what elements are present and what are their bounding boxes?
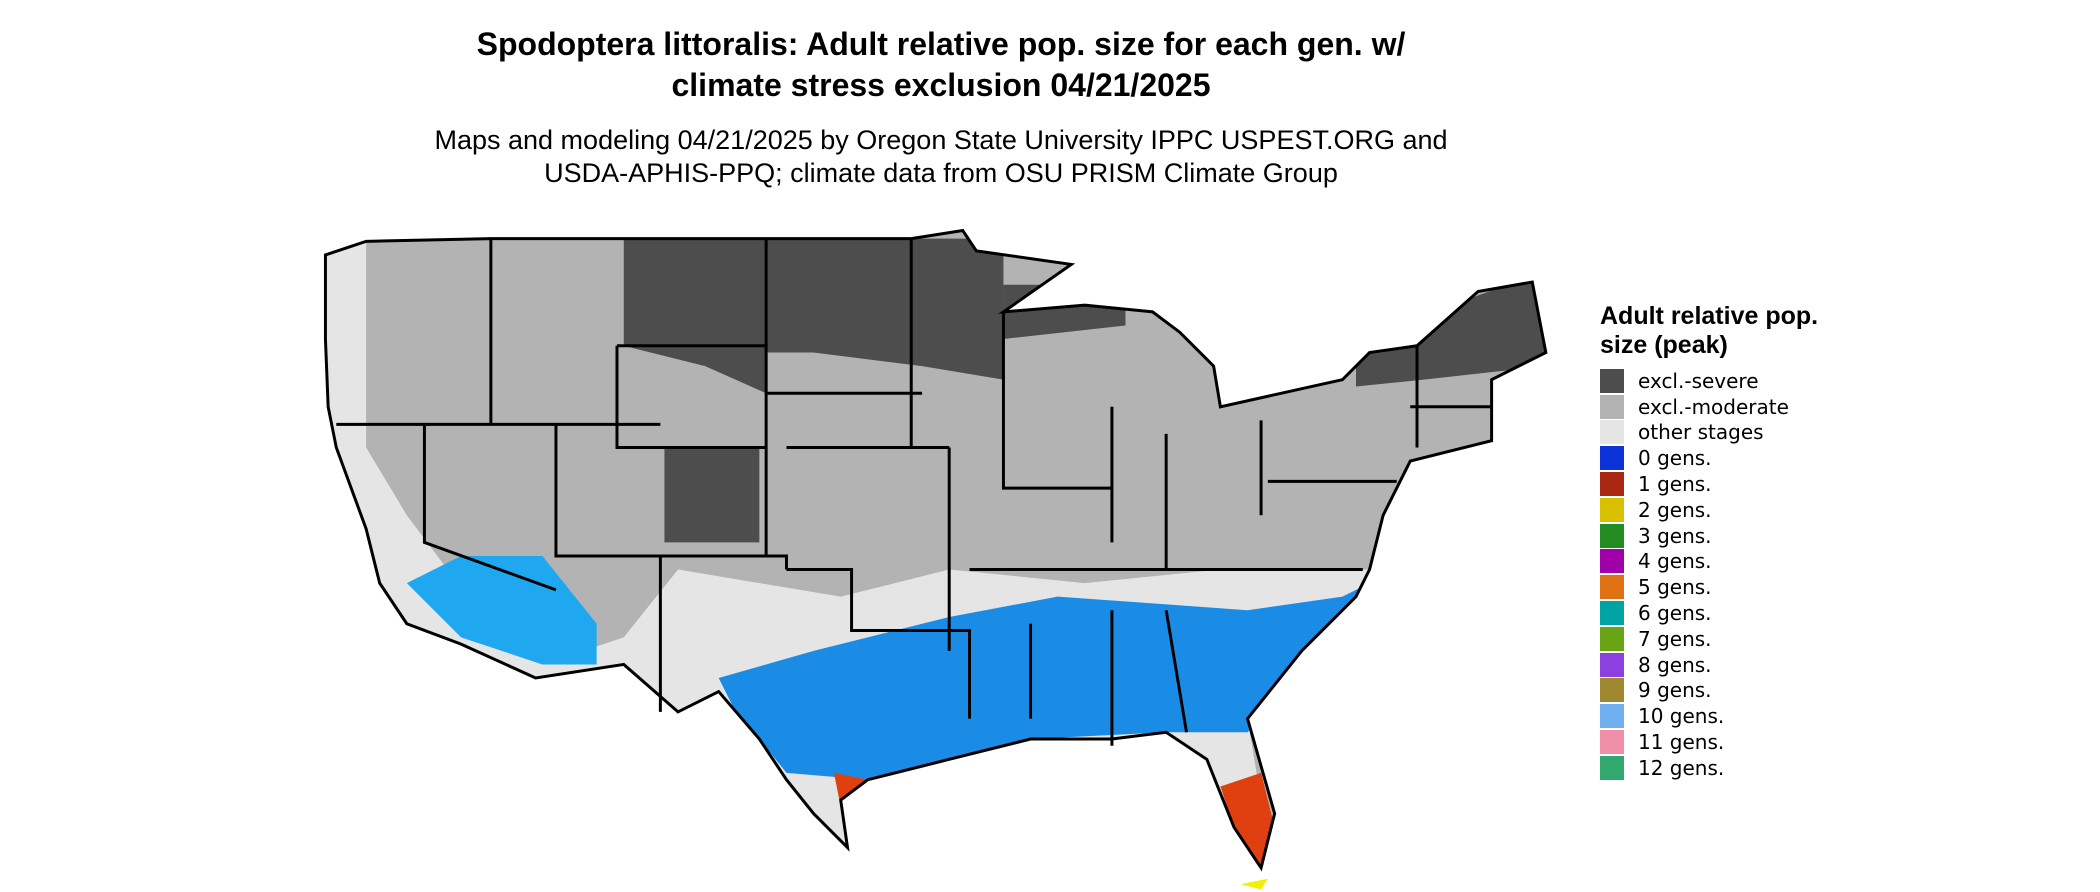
legend-items: excl.-severe excl.-moderate other stages 0 … [1600,368,1820,781]
legend-label: 9 gens. [1638,678,1712,703]
map-body [323,229,1548,890]
legend-item: 12 gens. [1600,755,1820,781]
legend-swatch [1600,626,1624,651]
legend-label: 5 gens. [1638,575,1712,600]
legend-swatch [1600,704,1624,729]
keys [1240,878,1268,890]
map-subtitle: Maps and modeling 04/21/2025 by Oregon S… [434,125,1448,188]
legend-label: other stages [1638,420,1764,445]
legend: Adult relative pop. size (peak) excl.-se… [1600,302,1820,781]
legend-label: 4 gens. [1638,549,1712,574]
legend-label: 10 gens. [1638,704,1725,729]
legend-swatch [1600,420,1624,445]
region-severe [623,238,1004,394]
legend-swatch [1600,678,1624,703]
legend-item: 5 gens. [1600,574,1820,600]
legend-swatch [1600,523,1624,548]
legend-swatch [1600,549,1624,574]
legend-item: 4 gens. [1600,549,1820,575]
legend-item: excl.-severe [1600,368,1820,394]
legend-label: 6 gens. [1638,601,1712,626]
legend-swatch [1600,575,1624,600]
map-title: Spodoptera littoralis: Adult relative po… [476,26,1406,103]
legend-label: excl.-severe [1638,368,1759,393]
legend-title: Adult relative pop. size (peak) [1600,302,1819,359]
legend-item: excl.-moderate [1600,394,1820,420]
legend-label: excl.-moderate [1638,394,1789,419]
legend-label: 11 gens. [1638,730,1725,755]
legend-label: 2 gens. [1638,497,1712,522]
legend-swatch [1600,652,1624,677]
legend-label: 3 gens. [1638,523,1712,548]
legend-item: 11 gens. [1600,729,1820,755]
legend-item: 9 gens. [1600,678,1820,704]
legend-item: 1 gens. [1600,471,1820,497]
legend-label: 8 gens. [1638,652,1712,677]
legend-item: 0 gens. [1600,445,1820,471]
legend-item: 3 gens. [1600,523,1820,549]
legend-item: 6 gens. [1600,600,1820,626]
region-0-gens [406,555,597,665]
state-lines [323,229,1548,870]
legend-label: 12 gens. [1638,755,1725,780]
legend-item: 7 gens. [1600,626,1820,652]
legend-label: 1 gens. [1638,472,1712,497]
region-0-gens [718,583,1370,780]
legend-item: 10 gens. [1600,703,1820,729]
legend-item: 2 gens. [1600,497,1820,523]
legend-swatch [1600,394,1624,419]
legend-label: 0 gens. [1638,446,1712,471]
legend-swatch [1600,730,1624,755]
legend-swatch [1600,446,1624,471]
legend-swatch [1600,472,1624,497]
region-severe [664,447,760,543]
legend-item: 8 gens. [1600,652,1820,678]
legend-swatch [1600,601,1624,626]
legend-swatch [1600,368,1624,393]
region-severe [1356,271,1546,387]
legend-swatch [1600,755,1624,780]
legend-label: 7 gens. [1638,626,1712,651]
legend-swatch [1600,497,1624,522]
legend-item: other stages [1600,420,1820,446]
